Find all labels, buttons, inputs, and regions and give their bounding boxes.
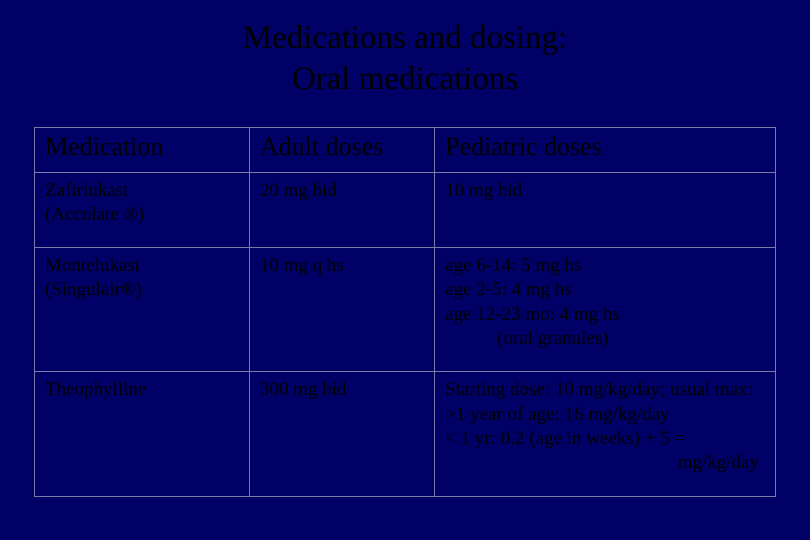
ped-right: mg/kg/day [445, 451, 765, 475]
ped-line2: >1 year of age: 16 mg/kg/day [445, 404, 669, 425]
ped-line3: < 1 yr: 0.2 (age in weeks) + 5 = [445, 428, 685, 449]
cell-pediatric: 10 mg bid [435, 172, 776, 248]
cell-medication: Theophylline [35, 372, 250, 496]
cell-pediatric: age 6-14: 5 mg hs age 2-5: 4 mg hs age 1… [435, 248, 776, 372]
ped-line2: age 2-5: 4 mg hs [445, 279, 572, 300]
col-header-pediatric: Pediatric doses [435, 127, 776, 172]
cell-adult: 20 mg bid [249, 172, 434, 248]
ped-line1: 10 mg bid [445, 180, 522, 201]
title-line-1: Medications and dosing: [34, 18, 776, 59]
title-line-2: Oral medications [34, 59, 776, 100]
med-line2: (Accolate ®) [45, 204, 144, 225]
table-row: Zafirlukast (Accolate ®) 20 mg bid 10 mg… [35, 172, 776, 248]
cell-medication: Montelukast (Singulair®) [35, 248, 250, 372]
ped-line1: age 6-14: 5 mg hs [445, 255, 581, 276]
medications-table: Medication Adult doses Pediatric doses Z… [34, 127, 776, 497]
table-header-row: Medication Adult doses Pediatric doses [35, 127, 776, 172]
ped-line4: (oral granules) [445, 327, 765, 351]
cell-medication: Zafirlukast (Accolate ®) [35, 172, 250, 248]
cell-adult: 10 mg q hs [249, 248, 434, 372]
med-line2: (Singulair®) [45, 279, 142, 300]
col-header-medication: Medication [35, 127, 250, 172]
ped-line1: Starting dose: 10 mg/kg/day; usual max: [445, 379, 753, 400]
col-header-adult: Adult doses [249, 127, 434, 172]
cell-pediatric: Starting dose: 10 mg/kg/day; usual max: … [435, 372, 776, 496]
table-row: Theophylline 300 mg bid Starting dose: 1… [35, 372, 776, 496]
cell-adult: 300 mg bid [249, 372, 434, 496]
med-line1: Theophylline [45, 379, 146, 400]
table-row: Montelukast (Singulair®) 10 mg q hs age … [35, 248, 776, 372]
med-line1: Montelukast [45, 255, 140, 276]
med-line1: Zafirlukast [45, 180, 128, 201]
slide-title: Medications and dosing: Oral medications [34, 18, 776, 101]
ped-line3: age 12-23 mo: 4 mg hs [445, 304, 620, 325]
